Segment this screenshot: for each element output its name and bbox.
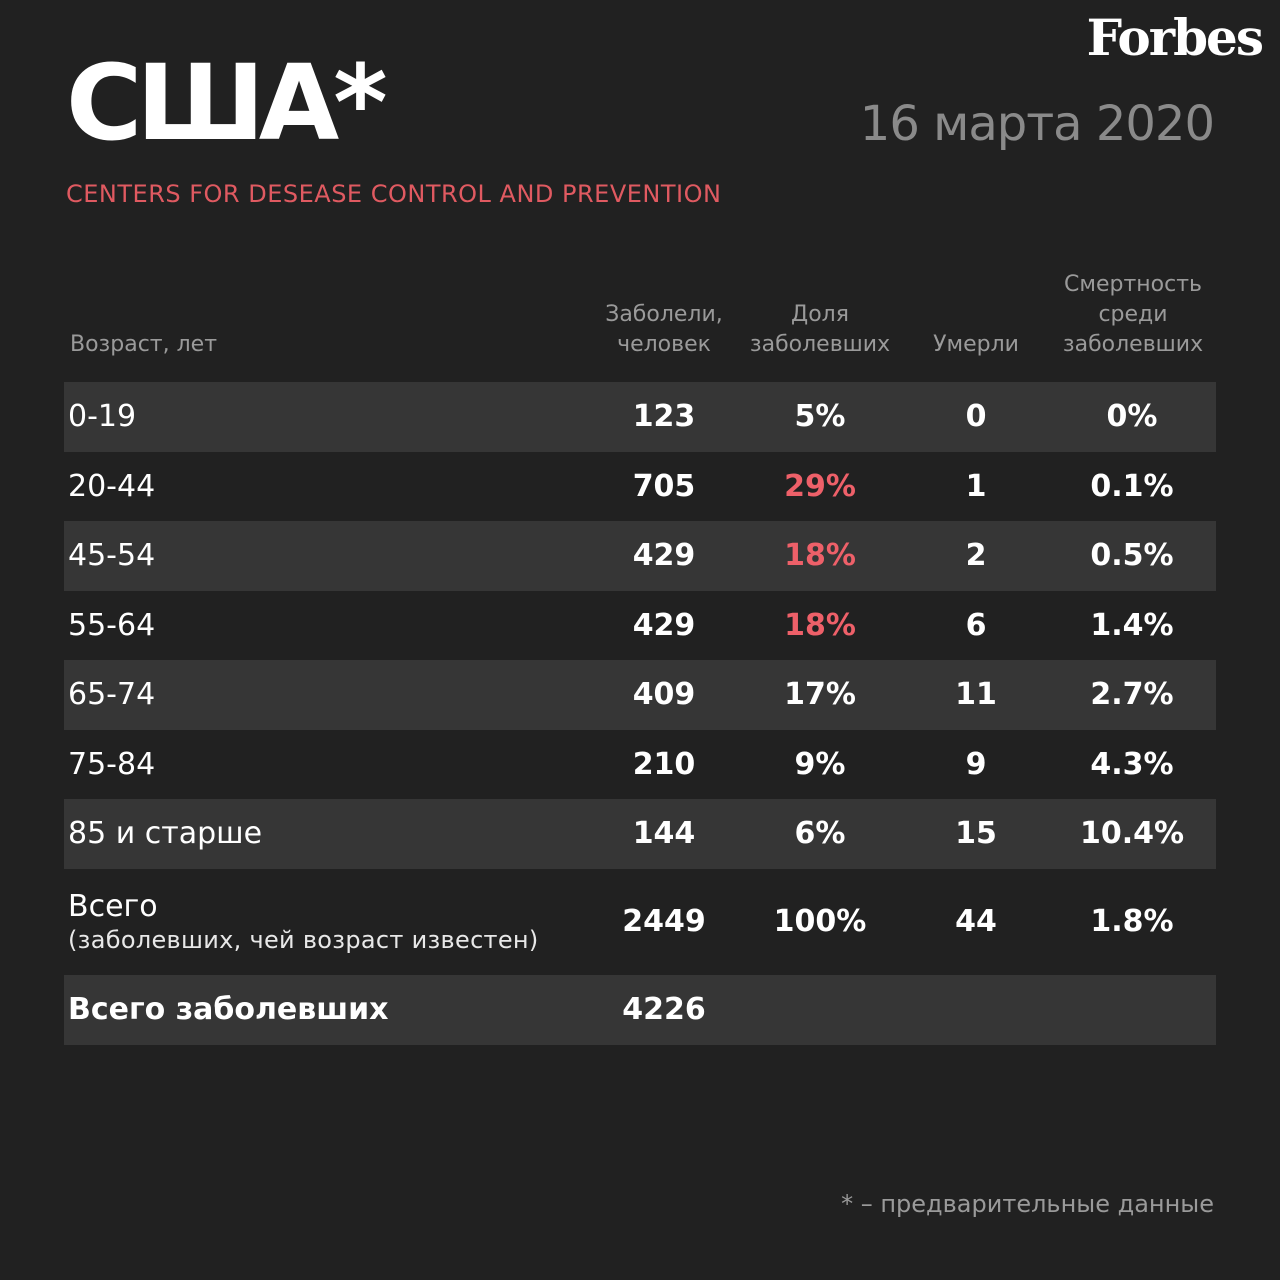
header-share-line1: Доля — [791, 302, 849, 327]
table-row: 65-74 409 17% 11 2.7% — [64, 660, 1216, 730]
header-mortality-line2: среди — [1098, 302, 1168, 327]
age-cell: 45-54 — [68, 538, 156, 574]
table-row: 45-54 429 18% 2 0.5% — [64, 521, 1216, 591]
mortality-cell: 0.5% — [1090, 538, 1174, 574]
cases-cell: 409 — [632, 677, 696, 713]
deaths-cell: 0 — [965, 399, 987, 435]
total-mortality-cell: 1.8% — [1090, 904, 1174, 939]
age-cell: 65-74 — [68, 677, 156, 713]
header-cases: Заболели, человек — [584, 300, 744, 360]
header-share-line2: заболевших — [749, 332, 891, 357]
cases-cell: 429 — [632, 607, 696, 643]
total-known-label: Всего (заболевших, чей возраст известен) — [68, 869, 539, 975]
cases-cell: 705 — [632, 468, 696, 504]
header-mortality-line3: заболевших — [1062, 332, 1204, 357]
mortality-cell: 10.4% — [1079, 816, 1185, 852]
cases-cell: 144 — [632, 816, 696, 852]
age-cell: 75-84 — [68, 746, 156, 782]
table-row: 85 и старше 144 6% 15 10.4% — [64, 799, 1216, 869]
age-cell: 85 и старше — [68, 816, 263, 852]
table-row: 75-84 210 9% 9 4.3% — [64, 730, 1216, 800]
deaths-cell: 9 — [965, 746, 987, 782]
mortality-cell: 4.3% — [1090, 746, 1174, 782]
deaths-cell: 1 — [965, 468, 987, 504]
mortality-cell: 2.7% — [1090, 677, 1174, 713]
header-age: Возраст, лет — [70, 332, 218, 357]
total-deaths-cell: 44 — [955, 904, 997, 939]
cases-cell: 429 — [632, 538, 696, 574]
page-title: США* — [66, 42, 388, 164]
deaths-cell: 2 — [965, 538, 987, 574]
total-share-cell: 100% — [773, 904, 867, 939]
deaths-cell: 11 — [955, 677, 997, 713]
share-cell: 29% — [784, 468, 856, 504]
table-row: 0-19 123 5% 0 0% — [64, 382, 1216, 452]
footnote: * – предварительные данные — [841, 1190, 1214, 1218]
header-mortality: Смертность среди заболевших — [1049, 270, 1217, 360]
share-cell: 5% — [794, 399, 846, 435]
cases-cell: 210 — [632, 746, 696, 782]
grand-total-label: Всего заболевших — [68, 992, 389, 1027]
total-known-label-line1: Всего — [68, 888, 158, 924]
age-cell: 0-19 — [68, 399, 137, 435]
total-known-row: Всего (заболевших, чей возраст известен)… — [64, 869, 1216, 975]
header-cases-line1: Заболели, — [605, 302, 723, 327]
age-cell: 20-44 — [68, 468, 156, 504]
header-mortality-line1: Смертность — [1064, 272, 1202, 297]
total-known-label-line2: (заболевших, чей возраст известен) — [68, 925, 539, 954]
share-cell: 18% — [784, 538, 856, 574]
total-cases-cell: 2449 — [622, 904, 706, 939]
share-cell: 6% — [794, 816, 846, 852]
header-deaths: Умерли — [933, 332, 1019, 357]
table-row: 55-64 429 18% 6 1.4% — [64, 591, 1216, 661]
grand-total-row: Всего заболевших 4226 — [64, 974, 1216, 1045]
cases-cell: 123 — [632, 399, 696, 435]
date-label: 16 марта 2020 — [859, 96, 1215, 152]
header-cases-line2: человек — [617, 332, 711, 357]
source-label: CENTERS FOR DESEASE CONTROL AND PREVENTI… — [66, 180, 722, 208]
mortality-cell: 0% — [1106, 399, 1158, 435]
grand-total-cases-cell: 4226 — [622, 992, 706, 1027]
forbes-logo: Forbes — [1086, 8, 1264, 67]
age-cell: 55-64 — [68, 607, 156, 643]
mortality-cell: 1.4% — [1090, 607, 1174, 643]
share-cell: 9% — [794, 746, 846, 782]
deaths-cell: 15 — [955, 816, 997, 852]
deaths-cell: 6 — [965, 607, 987, 643]
header-share: Доля заболевших — [740, 300, 900, 360]
stats-table: Возраст, лет Заболели, человек Доля забо… — [64, 272, 1216, 1045]
table-header: Возраст, лет Заболели, человек Доля забо… — [64, 272, 1216, 382]
table-row: 20-44 705 29% 1 0.1% — [64, 452, 1216, 522]
share-cell: 17% — [784, 677, 856, 713]
mortality-cell: 0.1% — [1090, 468, 1174, 504]
share-cell: 18% — [784, 607, 856, 643]
